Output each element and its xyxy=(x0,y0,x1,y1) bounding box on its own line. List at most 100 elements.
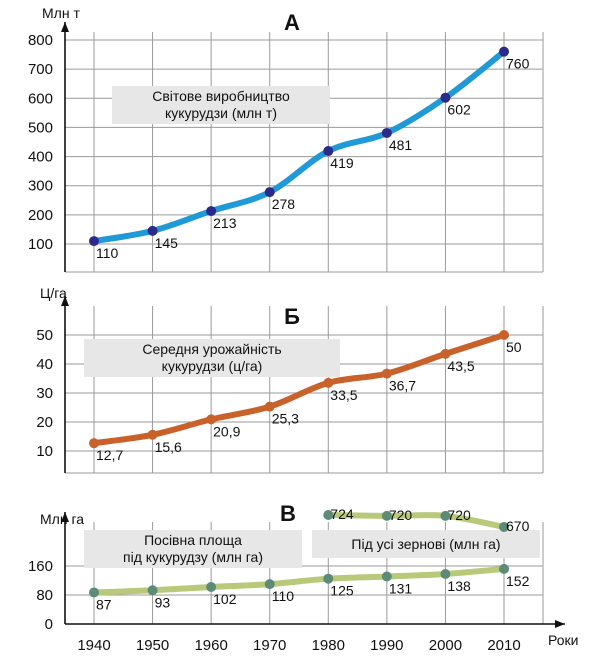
note-box xyxy=(84,339,340,377)
note-text: Під усі зернові (млн га) xyxy=(351,536,500,552)
data-label: 15,6 xyxy=(155,439,182,455)
y-axis-arrow xyxy=(61,512,69,522)
y-tick-label: 400 xyxy=(28,149,53,166)
y-axis-unit: Ц/га xyxy=(40,285,67,301)
note-text: кукурудзи (ц/га) xyxy=(162,358,263,374)
x-tick-label: 1970 xyxy=(253,637,286,654)
note-text: Світове виробництво xyxy=(152,88,290,104)
data-point xyxy=(440,348,451,359)
data-point xyxy=(89,236,99,247)
data-label: 20,9 xyxy=(213,423,240,439)
data-label: 43,5 xyxy=(447,358,474,374)
data-label: 125 xyxy=(330,583,354,599)
data-label: 720 xyxy=(447,507,471,523)
data-point xyxy=(206,414,217,425)
data-point xyxy=(440,510,451,521)
data-point xyxy=(264,579,275,590)
panel-letter: В xyxy=(280,501,296,526)
data-label: 760 xyxy=(506,56,530,72)
data-point xyxy=(206,206,217,217)
y-tick-label: 0 xyxy=(45,616,53,633)
x-tick-label: 1940 xyxy=(77,637,110,654)
data-point xyxy=(499,522,509,532)
data-label: 110 xyxy=(96,245,119,261)
data-label: 138 xyxy=(447,578,471,594)
note-box xyxy=(312,530,540,558)
y-tick-label: 600 xyxy=(28,90,53,107)
y-tick-label: 10 xyxy=(36,443,53,460)
data-point xyxy=(89,587,99,598)
data-label: 110 xyxy=(272,588,295,604)
panel-letter: А xyxy=(284,10,300,35)
data-label: 670 xyxy=(506,518,530,534)
data-label: 278 xyxy=(272,196,296,212)
data-label: 50 xyxy=(506,339,522,355)
data-point xyxy=(499,563,509,574)
data-label: 102 xyxy=(213,591,237,607)
data-label: 481 xyxy=(389,137,413,153)
data-point xyxy=(499,46,509,57)
y-tick-label: 30 xyxy=(36,385,53,402)
y-tick-label: 50 xyxy=(36,327,53,344)
y-axis-arrow xyxy=(61,22,69,32)
data-point xyxy=(440,568,451,579)
series-line xyxy=(91,332,507,447)
x-tick-label: 1980 xyxy=(312,637,345,654)
panel-letter: Б xyxy=(284,304,300,329)
y-tick-label: 40 xyxy=(36,356,53,373)
data-label: 36,7 xyxy=(389,378,416,394)
data-label: 720 xyxy=(389,507,413,523)
note-text: Посівна площа xyxy=(144,532,242,548)
y-tick-label: 80 xyxy=(36,587,53,604)
data-point xyxy=(147,225,158,236)
data-label: 602 xyxy=(447,102,471,118)
data-point xyxy=(381,368,392,379)
data-point xyxy=(381,510,392,521)
y-axis-unit: Млн т xyxy=(42,5,80,21)
x-tick-label: 1950 xyxy=(136,637,169,654)
x-tick-label: 1960 xyxy=(194,637,227,654)
data-point xyxy=(381,127,392,138)
x-tick-label: 2000 xyxy=(429,637,462,654)
note-box xyxy=(84,530,302,568)
y-tick-label: 500 xyxy=(28,119,53,136)
data-point xyxy=(264,401,275,412)
y-tick-label: 300 xyxy=(28,178,53,195)
y-tick-label: 800 xyxy=(28,32,53,49)
note-text: під кукурудзу (млн га) xyxy=(123,549,263,565)
data-label: 724 xyxy=(330,506,354,522)
data-point xyxy=(264,187,275,198)
y-tick-label: 160 xyxy=(28,558,53,575)
y-axis-arrow xyxy=(61,296,69,306)
data-point xyxy=(323,510,334,520)
y-tick-label: 200 xyxy=(28,207,53,224)
x-axis-arrow xyxy=(555,620,565,628)
note-text: кукурудзи (млн т) xyxy=(165,105,277,121)
y-tick-label: 700 xyxy=(28,61,53,78)
data-point xyxy=(147,429,158,440)
data-point xyxy=(323,146,334,157)
data-point xyxy=(440,92,451,103)
data-label: 33,5 xyxy=(330,387,357,403)
data-point xyxy=(147,585,158,596)
data-label: 131 xyxy=(389,581,413,597)
data-point xyxy=(323,573,334,584)
x-axis-label: Роки xyxy=(548,632,578,648)
y-axis-unit: Млн га xyxy=(40,511,84,527)
x-tick-label: 2010 xyxy=(487,637,520,654)
data-point xyxy=(381,571,392,582)
data-point xyxy=(323,377,334,388)
series-line xyxy=(91,48,507,245)
data-label: 87 xyxy=(96,596,112,612)
x-tick-label: 1990 xyxy=(370,637,403,654)
data-label: 419 xyxy=(330,155,354,171)
data-point xyxy=(499,330,509,340)
data-point xyxy=(89,438,99,449)
data-point xyxy=(206,582,217,593)
data-label: 25,3 xyxy=(272,411,299,427)
y-tick-label: 100 xyxy=(28,236,53,253)
y-tick-label: 20 xyxy=(36,414,53,431)
data-label: 93 xyxy=(155,594,171,610)
series-line xyxy=(325,512,507,530)
